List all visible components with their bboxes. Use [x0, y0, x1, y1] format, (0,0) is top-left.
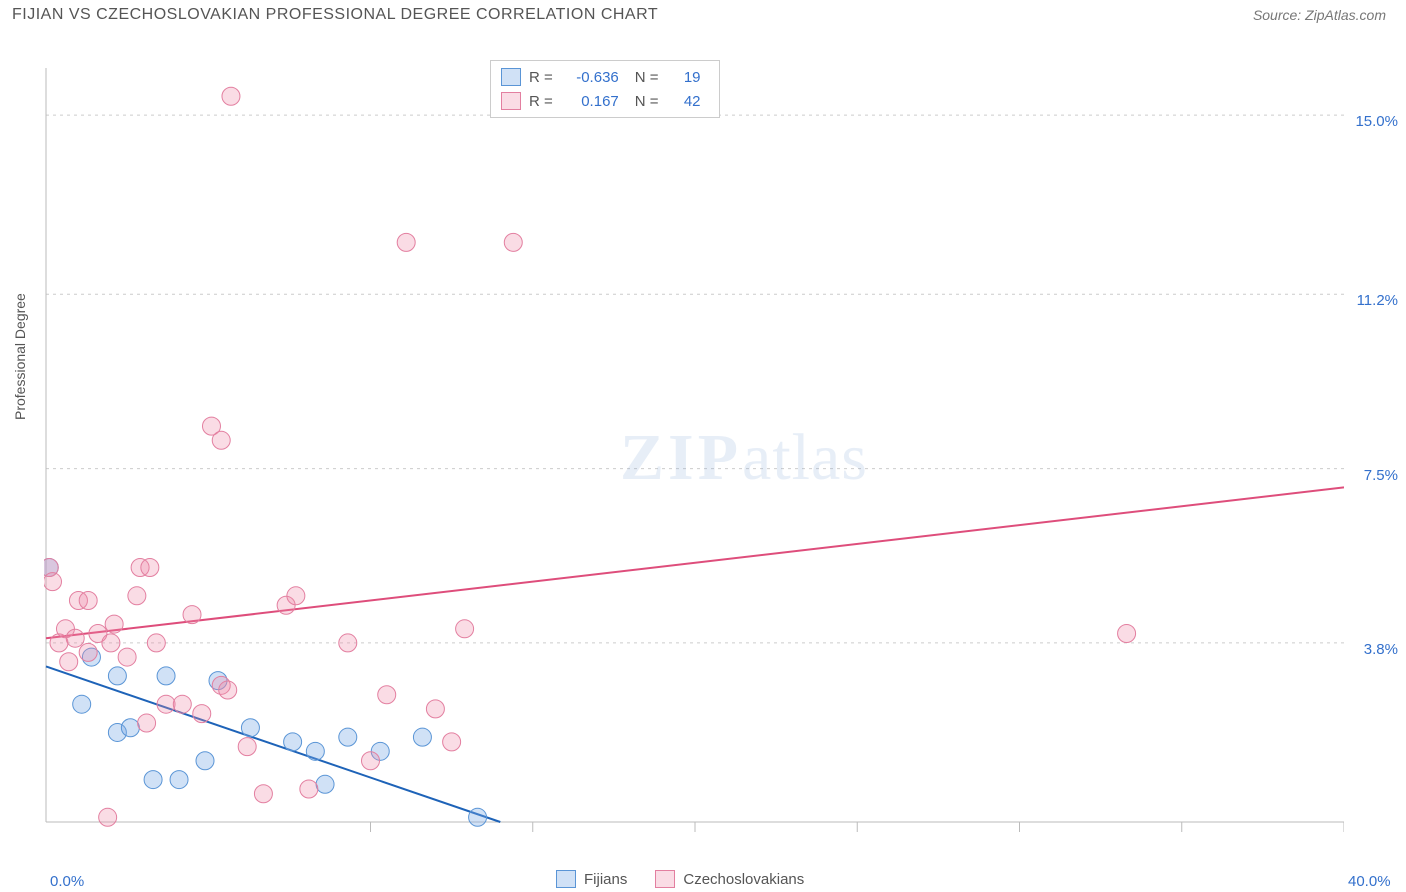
y-tick-label: 7.5%: [1364, 467, 1398, 484]
legend-swatch: [501, 68, 521, 86]
watermark: ZIPatlas: [620, 420, 868, 496]
y-axis-label: Professional Degree: [12, 293, 28, 420]
legend-swatch: [501, 92, 521, 110]
legend-item: Czechoslovakians: [655, 870, 804, 888]
stats-legend-box: R =-0.636N =19R =0.167N =42: [490, 60, 720, 118]
legend-swatch: [556, 870, 576, 888]
y-tick-label: 3.8%: [1364, 641, 1398, 658]
y-tick-label: 15.0%: [1355, 113, 1398, 130]
legend-swatch: [655, 870, 675, 888]
legend-item: Fijians: [556, 870, 627, 888]
legend-label: Fijians: [584, 871, 627, 888]
stats-legend-row: R =-0.636N =19: [501, 65, 709, 89]
source-label: Source: ZipAtlas.com: [1253, 7, 1386, 23]
legend-label: Czechoslovakians: [683, 871, 804, 888]
chart-title: FIJIAN VS CZECHOSLOVAKIAN PROFESSIONAL D…: [12, 6, 658, 24]
x-tick-label: 40.0%: [1348, 873, 1391, 890]
series-legend: Fijians Czechoslovakians: [556, 870, 804, 888]
stats-legend-row: R =0.167N =42: [501, 89, 709, 113]
y-tick-label: 11.2%: [1357, 292, 1398, 309]
x-tick-label: 0.0%: [50, 873, 84, 890]
